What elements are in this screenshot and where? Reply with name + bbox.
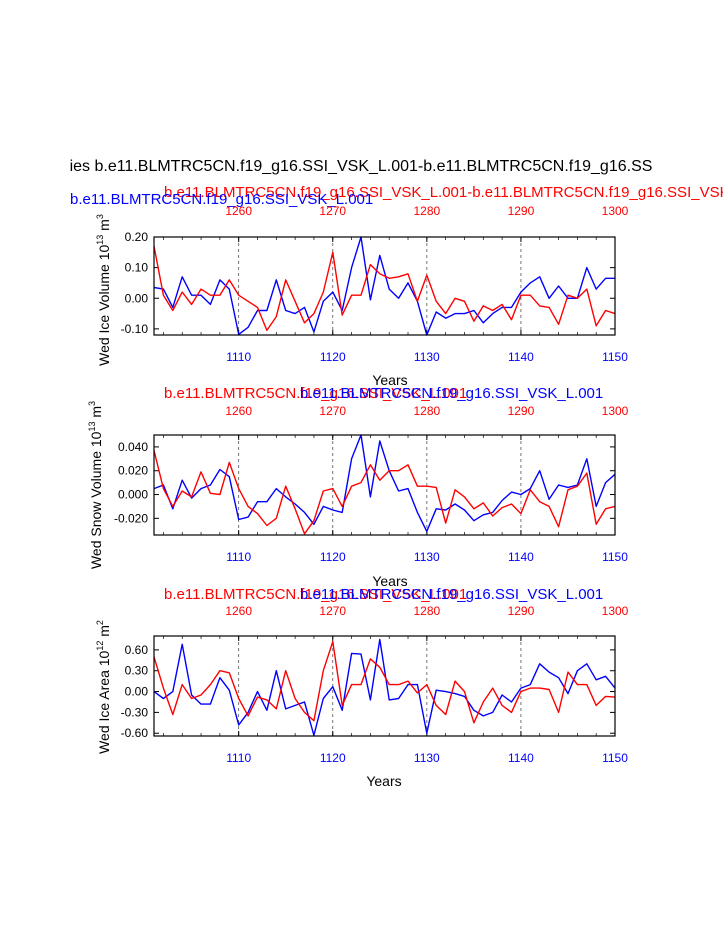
ylabel-exp: 13 <box>95 235 105 245</box>
plot-area: 1110 1260 1120 1270 1130 1280 1140 1290 1150 1300… <box>121 204 629 364</box>
plot-frame <box>153 434 616 536</box>
x-tick-label-top: 1290 <box>508 204 535 218</box>
ylabel-unit: m <box>96 219 112 235</box>
x-tick-label-bottom: 1130 <box>414 350 440 364</box>
x-tick-label-top: 1270 <box>319 604 346 618</box>
x-tick-label-bottom: 1120 <box>320 350 346 364</box>
series-line-blue <box>153 236 615 336</box>
y-axis-label: Wed Ice Volume 1013 m3 <box>95 214 112 366</box>
svg-text:Wed Snow Volume 1013 m3: Wed Snow Volume 1013 m3 <box>87 401 104 569</box>
x-tick-label-top: 1290 <box>508 404 535 418</box>
x-tick-label-top: 1300 <box>602 604 629 618</box>
x-tick-label-bottom: 1140 <box>508 751 534 765</box>
y-tick-label: -0.020 <box>114 511 148 525</box>
x-tick-label-top: 1300 <box>602 404 629 418</box>
series-line-red <box>153 450 616 535</box>
y-tick-label: 0.30 <box>125 664 149 678</box>
x-axis-label: Years <box>366 773 401 789</box>
x-tick-label-bottom: 1140 <box>508 550 534 564</box>
ylabel-text: Wed Snow Volume 10 <box>88 431 104 569</box>
ylabel-text: Wed Ice Volume 10 <box>96 245 112 366</box>
x-tick-label-top: 1260 <box>225 204 252 218</box>
panel-title-blue: b.e11.BLMTRC5CN.f19_g16.SSI_VSK_L.001 <box>70 191 373 208</box>
x-axis-label: Years <box>372 573 407 589</box>
x-tick-label-bottom: 1130 <box>414 550 440 564</box>
x-tick-label-top: 1270 <box>319 404 346 418</box>
x-tick-label-top: 1260 <box>225 604 252 618</box>
y-tick-label: -0.60 <box>121 726 149 740</box>
x-tick-label-top: 1280 <box>413 604 440 618</box>
series-line-blue <box>153 638 616 736</box>
y-tick-label: -0.30 <box>121 705 149 719</box>
y-axis-label: Wed Ice Area 1012 m2 <box>95 620 112 754</box>
x-axis-label: Years <box>372 372 407 388</box>
panel-title-blue: b.e11.BLMTRC5CN.f19_g16.SSI_VSK_L.001 <box>300 385 603 402</box>
series-line-red <box>153 246 616 332</box>
x-tick-label-top: 1260 <box>225 404 252 418</box>
plot-area: 1110 1260 1120 1270 1130 1280 1140 1290 1150 1300… <box>114 404 629 564</box>
x-tick-label-top: 1280 <box>413 204 440 218</box>
x-tick-label-bottom: 1150 <box>602 751 628 765</box>
x-tick-label-top: 1270 <box>319 204 346 218</box>
y-tick-label: 0.10 <box>125 261 149 275</box>
x-tick-label-bottom: 1120 <box>320 751 346 765</box>
x-tick-label-bottom: 1140 <box>508 350 534 364</box>
svg-text:Wed Ice Volume 1013 m3: Wed Ice Volume 1013 m3 <box>95 214 112 366</box>
main-title: ies b.e11.BLMTRC5CN.f19_g16.SSI_VSK_L.00… <box>70 158 653 175</box>
x-tick-label-top: 1280 <box>413 404 440 418</box>
x-tick-label-bottom: 1130 <box>414 751 440 765</box>
panel-title-red: b.e11.BLMTRC5CN.f19_g16.SSI_VSK_L.001 <box>164 586 467 603</box>
ylabel-exp: 12 <box>95 641 105 651</box>
plot-frame <box>153 635 616 737</box>
x-tick-label-top: 1290 <box>508 604 535 618</box>
y-tick-label: -0.10 <box>121 322 149 336</box>
x-tick-label-bottom: 1150 <box>602 350 628 364</box>
x-tick-label-bottom: 1110 <box>226 350 251 364</box>
panel-title-red: b.e11.BLMTRC5CN.f19_g16.SSI_VSK_L.001-b.… <box>164 184 723 201</box>
x-tick-label-bottom: 1110 <box>226 550 251 564</box>
panel-title-red: b.e11.BLMTRC5CN.f19_g16.SSI_VSK_L.001 <box>164 385 467 402</box>
y-tick-label: 0.60 <box>125 643 149 657</box>
panel-snow-volume: b.e11.BLMTRC5CN.f19_g16.SSI_VSK_L.001 b.… <box>87 385 629 589</box>
y-tick-label: 0.00 <box>125 291 149 305</box>
panel-title-blue: b.e11.BLMTRC5CN.f19_g16.SSI_VSK_L.001 <box>300 586 603 603</box>
ylabel-text: Wed Ice Area 10 <box>96 650 112 753</box>
ylabel-unit: m <box>96 625 112 641</box>
y-tick-label: 0.040 <box>118 440 148 454</box>
ylabel-unit-exp: 3 <box>87 401 97 406</box>
series-line-blue <box>153 434 616 533</box>
plot-frame <box>153 236 616 336</box>
ylabel-unit-exp: 2 <box>95 620 105 625</box>
plot-area: 1110 1260 1120 1270 1130 1280 1140 1290 1150 1300… <box>121 604 629 765</box>
y-tick-label: 0.00 <box>125 685 149 699</box>
ylabel-unit-exp: 3 <box>95 214 105 219</box>
x-tick-label-bottom: 1150 <box>602 550 628 564</box>
ylabel-exp: 13 <box>87 422 97 432</box>
panel-ice-area: b.e11.BLMTRC5CN.f19_g16.SSI_VSK_L.001 b.… <box>95 586 629 789</box>
panel-ice-volume: b.e11.BLMTRC5CN.f19_g16.SSI_VSK_L.001-b.… <box>70 184 723 388</box>
ylabel-unit: m <box>88 406 104 422</box>
series-line-red <box>153 640 616 724</box>
x-tick-label-bottom: 1110 <box>226 751 251 765</box>
y-axis-label: Wed Snow Volume 1013 m3 <box>87 401 104 569</box>
y-tick-label: 0.020 <box>118 464 148 478</box>
x-tick-label-bottom: 1120 <box>320 550 346 564</box>
x-tick-label-top: 1300 <box>602 204 629 218</box>
y-tick-label: 0.000 <box>118 488 148 502</box>
y-tick-label: 0.20 <box>125 230 149 244</box>
svg-text:Wed Ice Area 1012 m2: Wed Ice Area 1012 m2 <box>95 620 112 754</box>
